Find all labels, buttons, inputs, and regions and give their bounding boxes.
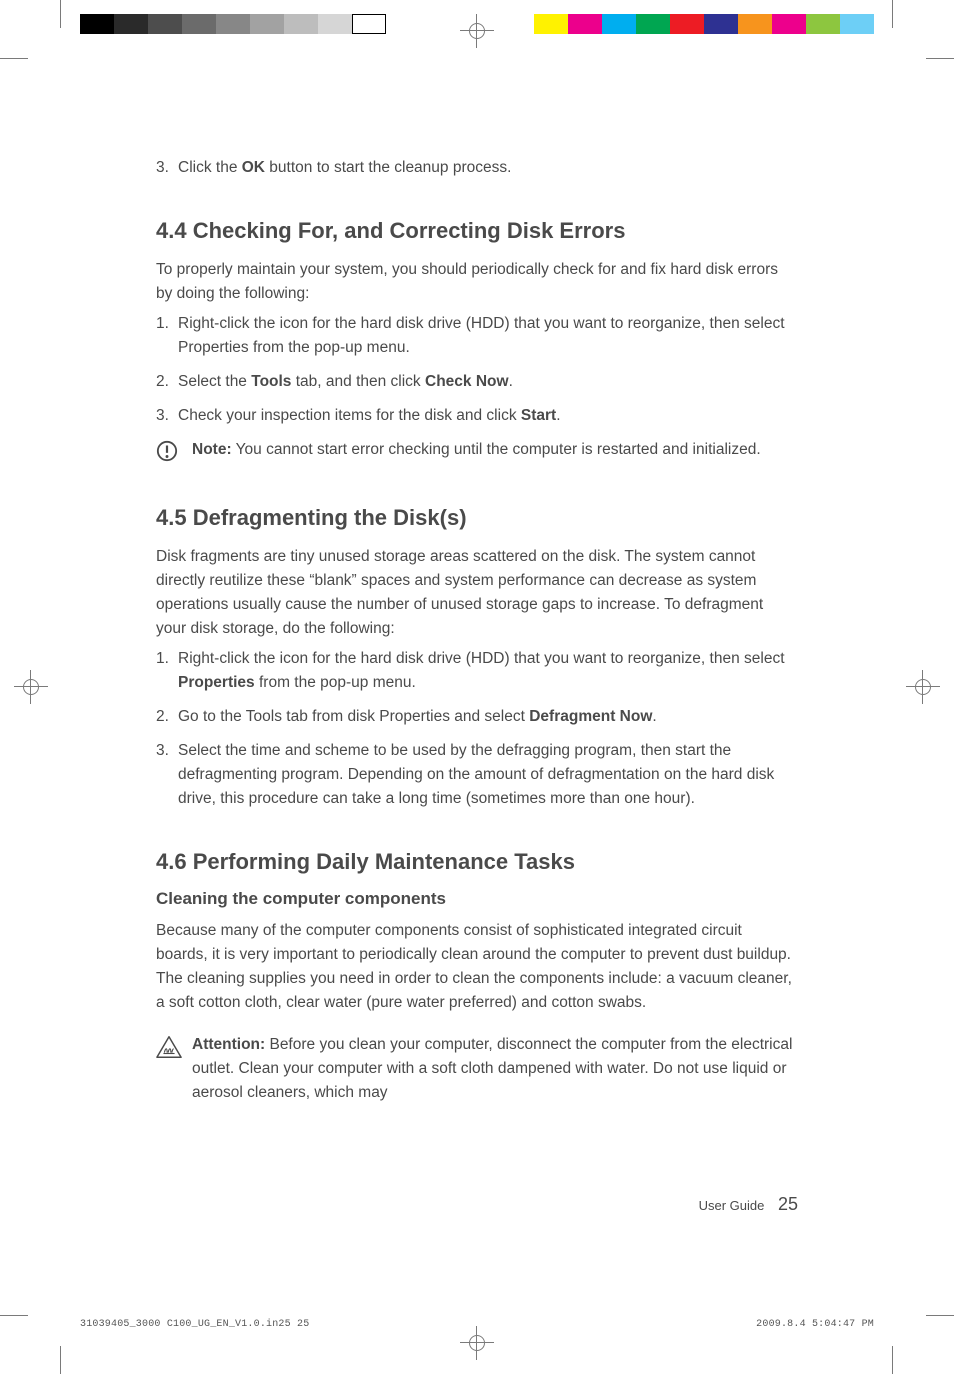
note-label: Note: bbox=[192, 441, 232, 458]
colorbar-swatch bbox=[840, 14, 874, 34]
list-text: Select the time and scheme to be used by… bbox=[178, 739, 796, 811]
colorbar-swatch bbox=[148, 14, 182, 34]
colorbar-swatch bbox=[534, 14, 568, 34]
colorbar-swatch bbox=[80, 14, 114, 34]
paragraph: To properly maintain your system, you sh… bbox=[156, 258, 796, 306]
colorbar-swatch bbox=[704, 14, 738, 34]
paragraph: Disk fragments are tiny unused storage a… bbox=[156, 545, 796, 641]
note-block: Note: You cannot start error checking un… bbox=[156, 438, 796, 467]
list-number: 2. bbox=[156, 705, 178, 729]
page-number: 25 bbox=[778, 1194, 798, 1214]
print-slug-right: 2009.8.4 5:04:47 PM bbox=[756, 1319, 874, 1330]
colorbar-swatch bbox=[216, 14, 250, 34]
warning-icon bbox=[156, 1035, 182, 1059]
section-heading: 4.5 Defragmenting the Disk(s) bbox=[156, 505, 796, 531]
page-content: 3. Click the OK button to start the clea… bbox=[156, 150, 796, 1105]
note-text: You cannot start error checking until th… bbox=[232, 441, 761, 458]
list-text: Right-click the icon for the hard disk d… bbox=[178, 647, 796, 695]
info-icon bbox=[156, 440, 178, 462]
list-text: Go to the Tools tab from disk Properties… bbox=[178, 705, 796, 729]
list-number: 2. bbox=[156, 370, 178, 394]
list-item: 2.Go to the Tools tab from disk Properti… bbox=[156, 705, 796, 729]
list-number: 1. bbox=[156, 647, 178, 695]
colorbar-swatch bbox=[182, 14, 216, 34]
list-item: 2.Select the Tools tab, and then click C… bbox=[156, 370, 796, 394]
paragraph: Because many of the computer components … bbox=[156, 919, 796, 1015]
list-item: 1.Right-click the icon for the hard disk… bbox=[156, 312, 796, 360]
colorbar-swatch bbox=[568, 14, 602, 34]
subsection-heading: Cleaning the computer components bbox=[156, 889, 796, 909]
colorbar-swatch bbox=[318, 14, 352, 34]
colorbar-swatch bbox=[284, 14, 318, 34]
list-item: 3.Check your inspection items for the di… bbox=[156, 404, 796, 428]
footer-label: User Guide bbox=[699, 1198, 765, 1213]
colorbar-swatch bbox=[250, 14, 284, 34]
attention-text: Before you clean your computer, disconne… bbox=[192, 1036, 792, 1101]
list-number: 3. bbox=[156, 404, 178, 428]
list-text: Select the Tools tab, and then click Che… bbox=[178, 370, 796, 394]
list-item: 3.Select the time and scheme to be used … bbox=[156, 739, 796, 811]
list-item: 3. Click the OK button to start the clea… bbox=[156, 156, 796, 180]
list-text: Right-click the icon for the hard disk d… bbox=[178, 312, 796, 360]
list-number: 3. bbox=[156, 739, 178, 811]
list-item: 1.Right-click the icon for the hard disk… bbox=[156, 647, 796, 695]
colorbar-swatch bbox=[114, 14, 148, 34]
list-number: 3. bbox=[156, 156, 178, 180]
print-colorbar-color bbox=[534, 14, 874, 34]
print-slug-left: 31039405_3000 C100_UG_EN_V1.0.in25 25 bbox=[80, 1319, 309, 1330]
list-text: Click the OK button to start the cleanup… bbox=[178, 156, 796, 180]
registration-left bbox=[0, 0, 60, 1374]
colorbar-swatch bbox=[602, 14, 636, 34]
colorbar-swatch bbox=[352, 14, 386, 34]
attention-label: Attention: bbox=[192, 1036, 265, 1053]
list-text: Check your inspection items for the disk… bbox=[178, 404, 796, 428]
colorbar-swatch bbox=[738, 14, 772, 34]
page-footer: User Guide 25 bbox=[699, 1194, 798, 1215]
colorbar-swatch bbox=[772, 14, 806, 34]
section-heading: 4.6 Performing Daily Maintenance Tasks bbox=[156, 849, 796, 875]
registration-right bbox=[894, 0, 954, 1374]
colorbar-swatch bbox=[806, 14, 840, 34]
print-colorbar-grayscale bbox=[80, 14, 386, 34]
colorbar-swatch bbox=[670, 14, 704, 34]
list-number: 1. bbox=[156, 312, 178, 360]
section-heading: 4.4 Checking For, and Correcting Disk Er… bbox=[156, 218, 796, 244]
attention-block: Attention: Before you clean your compute… bbox=[156, 1033, 796, 1105]
colorbar-swatch bbox=[636, 14, 670, 34]
